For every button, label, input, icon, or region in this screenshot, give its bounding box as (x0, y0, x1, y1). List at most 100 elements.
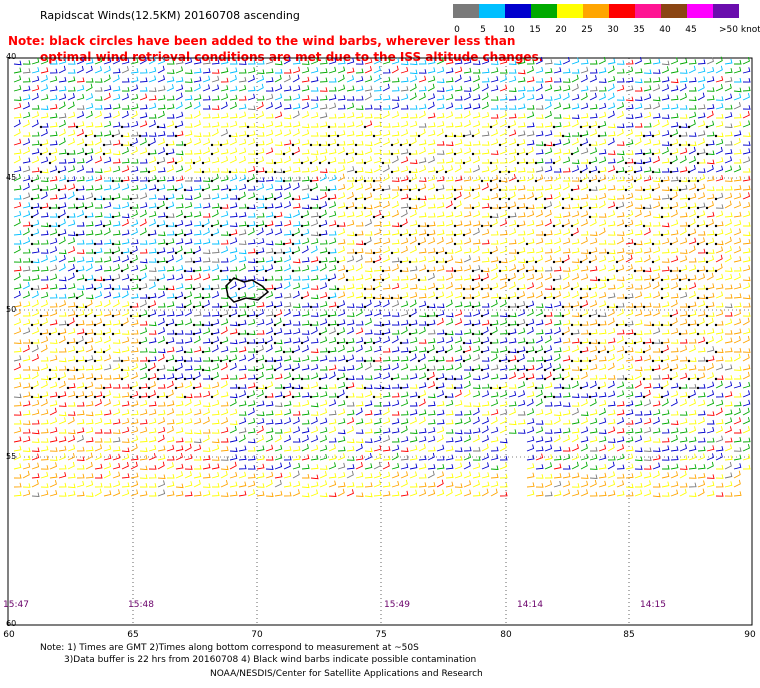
contamination-dot (255, 341, 259, 345)
wind-barb (742, 390, 751, 398)
contamination-dot (318, 224, 322, 228)
wind-barb (13, 155, 21, 164)
wind-barb (337, 400, 346, 407)
wind-barb (643, 489, 652, 497)
wind-barb (292, 392, 301, 398)
wind-barb (571, 210, 580, 218)
wind-barb (40, 398, 48, 407)
wind-barb (518, 410, 526, 416)
wind-barb (337, 462, 346, 470)
wind-barb (517, 258, 526, 264)
wind-barb (436, 426, 445, 434)
wind-barb (616, 185, 625, 191)
contamination-dot (570, 287, 574, 291)
wind-barb (463, 156, 472, 164)
wind-barb (14, 239, 22, 245)
wind-barb (148, 373, 157, 380)
wind-barb (22, 311, 31, 317)
wind-barb (220, 128, 228, 137)
wind-barb (472, 330, 481, 335)
wind-barb (184, 283, 193, 290)
contamination-dot (660, 287, 664, 291)
wind-barb (688, 111, 697, 119)
wind-barb (544, 318, 553, 326)
wind-barb (193, 371, 201, 380)
wind-barb (625, 139, 634, 146)
wind-barb (643, 292, 652, 299)
wind-barb (13, 327, 22, 335)
contamination-dot (417, 395, 421, 399)
contamination-dot (462, 134, 466, 138)
wind-barb (544, 444, 553, 452)
wind-barb (688, 146, 696, 155)
wind-barb (355, 320, 364, 326)
wind-barb (94, 330, 103, 335)
wind-barb (679, 482, 688, 488)
wind-barb (391, 257, 400, 263)
wind-barb (652, 246, 661, 254)
wind-barb (679, 356, 688, 362)
wind-barb (427, 329, 436, 335)
wind-barb (319, 87, 328, 92)
contamination-dot (327, 323, 331, 327)
wind-barb (103, 74, 111, 83)
wind-barb (508, 429, 517, 434)
wind-barb (598, 300, 607, 308)
wind-barb (715, 375, 724, 380)
wind-barb (95, 473, 103, 479)
wind-barb (553, 213, 562, 218)
wind-barb (571, 219, 579, 227)
wind-barb (355, 263, 363, 272)
contamination-dot (84, 332, 88, 336)
wind-barb (481, 92, 489, 101)
wind-barb (94, 184, 103, 191)
wind-barb (517, 148, 526, 155)
wind-barb (571, 119, 579, 128)
wind-barb (58, 101, 66, 110)
contamination-dot (417, 188, 421, 192)
wind-barb (499, 294, 508, 299)
wind-barb (131, 356, 139, 362)
wind-barb (229, 101, 237, 110)
wind-barb (67, 452, 75, 461)
wind-barb (139, 293, 148, 299)
wind-barb (508, 68, 517, 74)
wind-barb (553, 93, 562, 101)
wind-barb (715, 435, 724, 443)
wind-barb (625, 391, 634, 398)
wind-barb (607, 201, 616, 209)
wind-barb (139, 218, 147, 227)
wind-barb (166, 222, 175, 227)
wind-barb (193, 110, 201, 119)
wind-barb (607, 150, 616, 155)
wind-barb (463, 365, 472, 371)
wind-barb (644, 374, 652, 380)
wind-barb (499, 355, 508, 362)
wind-barb (346, 401, 355, 407)
wind-barb (211, 363, 220, 371)
wind-barb (643, 344, 651, 353)
wind-barb (211, 291, 220, 299)
contamination-dot (705, 341, 709, 345)
contamination-dot (543, 206, 547, 210)
wind-barb (274, 275, 283, 281)
wind-barb (238, 76, 247, 83)
wind-barb (553, 319, 562, 326)
wind-barb (688, 104, 697, 110)
wind-barb (292, 138, 301, 146)
wind-barb (652, 321, 661, 326)
wind-barb (634, 330, 643, 335)
wind-barb (715, 84, 723, 92)
wind-barb (292, 275, 301, 281)
wind-barb (211, 184, 220, 191)
contamination-dot (84, 395, 88, 399)
wind-barb (679, 155, 687, 164)
wind-barb (625, 446, 634, 452)
wind-barb (77, 221, 85, 227)
contamination-dot (534, 161, 538, 165)
wind-barb (247, 204, 256, 209)
wind-barb (688, 141, 697, 146)
contamination-dot (273, 341, 277, 345)
wind-barb (139, 77, 148, 83)
wind-barb (715, 291, 724, 299)
